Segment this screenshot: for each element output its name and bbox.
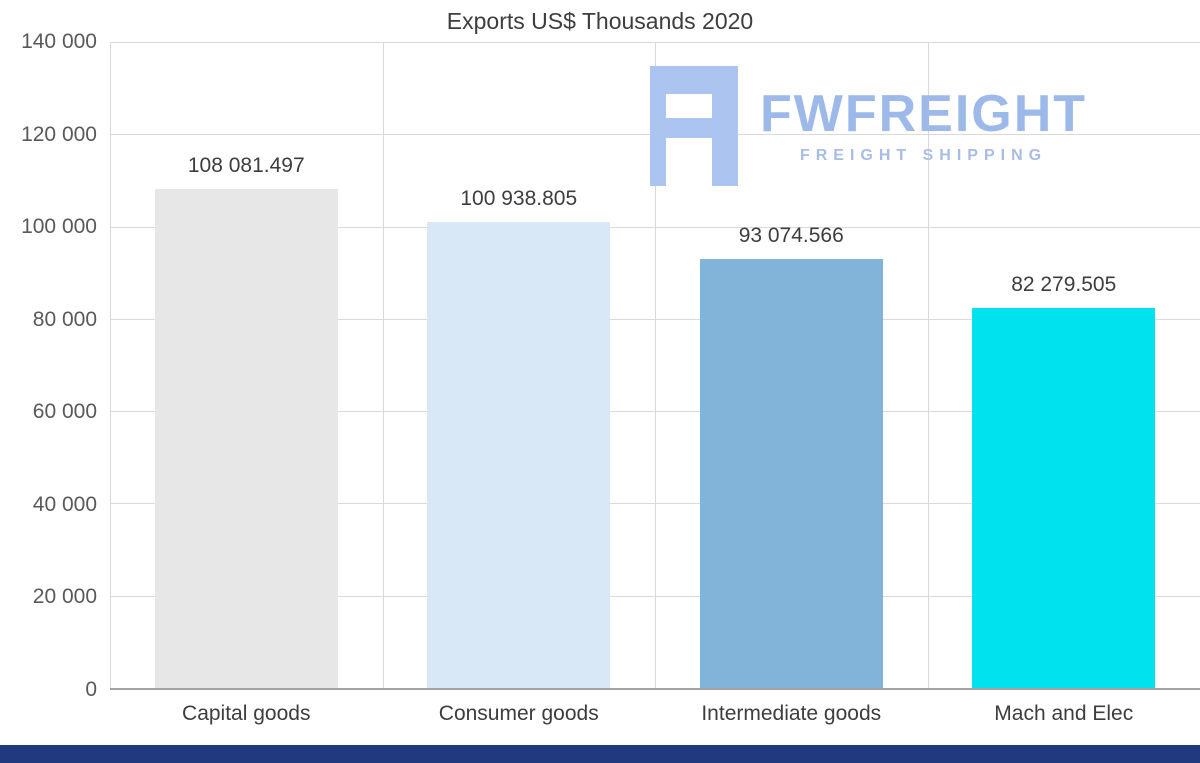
y-tick-label: 60 000 — [32, 400, 97, 424]
v-gridline — [927, 42, 929, 688]
chart-title: Exports US$ Thousands 2020 — [446, 8, 754, 34]
bar-column: 108 081.497 — [110, 42, 383, 688]
y-tick-label: 80 000 — [32, 307, 97, 331]
v-gridline — [382, 42, 384, 688]
y-tick-label: 140 000 — [21, 30, 97, 53]
brand-watermark: FWFREIGHT FREIGHT SHIPPING — [650, 66, 1087, 186]
y-tick-label: 20 000 — [32, 585, 97, 609]
bar-value-label: 108 081.497 — [187, 154, 305, 178]
bar-value-label: 100 938.805 — [460, 187, 578, 211]
v-gridline — [110, 42, 111, 688]
brand-name: FWFREIGHT — [760, 85, 1088, 144]
bars: 108 081.497 100 938.805 93 074.566 82 279.5… — [110, 42, 1200, 688]
plot-area: 108 081.497 100 938.805 93 074.566 82 279.5… — [110, 42, 1200, 690]
x-axis: Capital goods Consumer goods Intermediate … — [110, 702, 1200, 726]
bar-column: 93 074.566 — [655, 42, 928, 688]
x-axis-label: Intermediate goods — [701, 702, 882, 725]
y-tick-label: 0 — [85, 678, 97, 701]
bar — [427, 222, 611, 688]
brand-logo-icon — [650, 66, 738, 186]
y-tick-label: 120 000 — [21, 122, 97, 146]
bar-column: 82 279.505 — [928, 42, 1200, 688]
bar — [154, 189, 338, 688]
x-axis-label: Consumer goods — [438, 702, 599, 725]
x-axis-label: Capital goods — [182, 702, 311, 725]
footer-strip — [0, 745, 1200, 763]
bar-value-label: 93 074.566 — [738, 223, 844, 247]
brand-text: FWFREIGHT FREIGHT SHIPPING — [760, 87, 1087, 165]
bar-value-label: 82 279.505 — [1011, 273, 1117, 297]
brand-tagline: FREIGHT SHIPPING — [799, 146, 1048, 164]
y-tick-label: 100 000 — [21, 215, 97, 239]
bar-column: 100 938.805 — [383, 42, 656, 688]
y-axis: 140 000 120 000 100 000 80 000 60 000 40 000 2… — [0, 30, 97, 701]
bar — [699, 258, 883, 688]
v-gridline — [655, 42, 656, 688]
x-axis-label: Mach and Elec — [994, 702, 1134, 725]
bar — [972, 308, 1156, 688]
y-tick-label: 40 000 — [32, 492, 97, 516]
